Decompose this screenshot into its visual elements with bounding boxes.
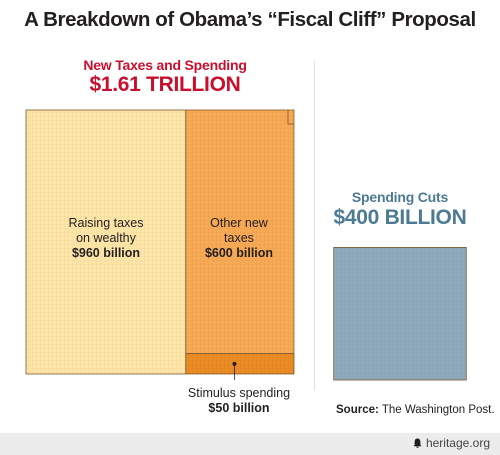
bell-icon	[413, 438, 422, 448]
credit-text: heritage.org	[425, 436, 490, 450]
other-taxes-block-texture	[185, 110, 294, 354]
source-note: Source: The Washington Post.	[336, 404, 495, 416]
section-divider	[314, 60, 315, 390]
stimulus-label: Stimulus spending $50 billion	[166, 386, 312, 416]
stimulus-value: $50 billion	[208, 401, 270, 415]
other-taxes-label: Other new taxes $600 billion	[186, 216, 292, 261]
other-taxes-value: $600 billion	[204, 246, 274, 260]
other-taxes-notch	[287, 110, 294, 125]
wealthy-taxes-value: $960 billion	[71, 246, 141, 260]
wealthy-taxes-name-2: on wealthy	[76, 231, 136, 245]
source-text: The Washington Post.	[381, 404, 495, 416]
wealthy-taxes-name-1: Raising taxes	[68, 216, 144, 230]
stimulus-block-texture	[185, 353, 294, 374]
new-taxes-subtitle: New Taxes and Spending	[83, 57, 247, 73]
new-taxes-total: $1.61 TRILLION	[89, 73, 241, 96]
credit: heritage.org	[413, 436, 490, 450]
stimulus-leader-dot	[232, 361, 237, 366]
spending-cuts-subtitle: Spending Cuts	[351, 189, 449, 205]
stimulus-name: Stimulus spending	[187, 386, 291, 400]
other-taxes-name-1: Other new	[210, 216, 268, 230]
other-taxes-name-2: taxes	[224, 231, 254, 245]
footer-bar	[0, 433, 500, 455]
spending-cuts-total: $400 BILLION	[333, 206, 467, 229]
wealthy-taxes-block-texture	[26, 110, 186, 374]
source-label: Source:	[336, 404, 379, 416]
chart-title: A Breakdown of Obama’s “Fiscal Cliff” Pr…	[24, 8, 476, 31]
wealthy-taxes-label: Raising taxes on wealthy $960 billion	[28, 216, 184, 261]
spending-cuts-block-texture	[333, 247, 467, 380]
